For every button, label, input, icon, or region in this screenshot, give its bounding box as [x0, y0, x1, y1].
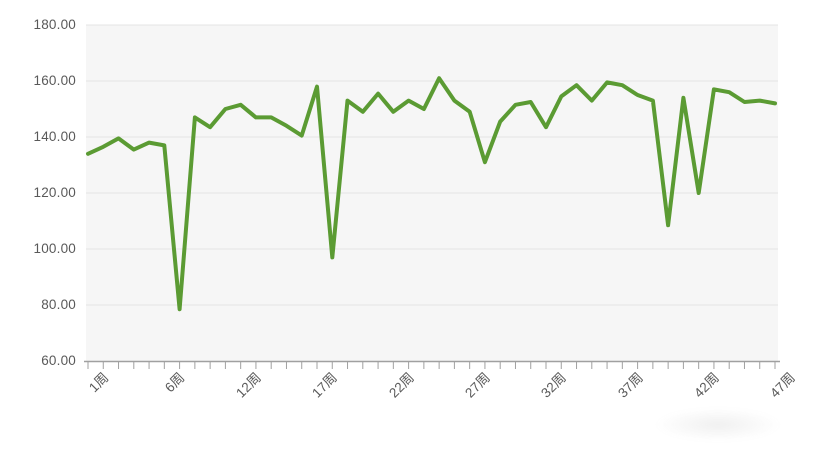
y-axis-label: 80.00	[41, 297, 76, 312]
y-axis-label: 100.00	[33, 241, 76, 256]
y-axis-label: 160.00	[33, 73, 76, 88]
y-axis-label: 60.00	[41, 353, 76, 368]
y-axis-label: 140.00	[33, 129, 76, 144]
y-axis-label: 120.00	[33, 185, 76, 200]
y-axis-label: 180.00	[33, 17, 76, 32]
series-line	[86, 76, 777, 312]
